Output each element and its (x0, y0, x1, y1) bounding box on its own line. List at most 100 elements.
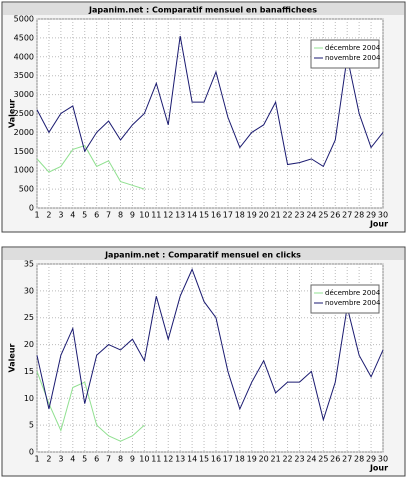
x-tick-label: 21 (271, 211, 281, 220)
title-bar (3, 248, 404, 260)
x-tick-label: 26 (330, 211, 340, 220)
x-tick-label: 12 (163, 455, 173, 464)
x-tick-label: 8 (118, 455, 123, 464)
x-tick-label: 3 (58, 455, 63, 464)
x-tick-label: 18 (235, 211, 245, 220)
x-tick-label: 24 (306, 455, 316, 464)
y-tick-label: 5000 (14, 15, 34, 24)
y-tick-label: 35 (24, 260, 34, 269)
x-axis-label: Jour (369, 220, 388, 229)
y-tick-label: 25 (24, 313, 34, 322)
x-tick-label: 7 (106, 455, 111, 464)
x-tick-label: 22 (282, 455, 292, 464)
x-tick-label: 11 (151, 455, 161, 464)
x-tick-label: 30 (378, 211, 388, 220)
x-tick-label: 27 (342, 455, 352, 464)
x-tick-label: 25 (318, 211, 328, 220)
x-tick-label: 24 (306, 211, 316, 220)
x-tick-label: 15 (199, 211, 209, 220)
x-tick-label: 17 (223, 455, 233, 464)
legend-box (310, 284, 380, 314)
y-tick-label: 4000 (14, 52, 34, 61)
x-tick-label: 12 (163, 211, 173, 220)
x-tick-label: 13 (175, 455, 185, 464)
x-axis-label: Jour (369, 464, 388, 473)
title-bar (3, 3, 404, 15)
x-tick-label: 6 (94, 211, 99, 220)
x-tick-label: 23 (294, 455, 304, 464)
y-axis-label: Valeur (8, 99, 17, 128)
y-tick-label: 2000 (14, 128, 34, 137)
line-series (36, 145, 145, 190)
x-tick-label: 6 (94, 455, 99, 464)
x-tick-label: 1 (34, 211, 39, 220)
x-tick-label: 5 (82, 211, 87, 220)
chart-title: Japanim.net : Comparatif mensuel en clic… (104, 251, 301, 260)
chart-title: Japanim.net : Comparatif mensuel en bana… (88, 6, 317, 15)
x-tick-label: 23 (294, 211, 304, 220)
x-tick-label: 1 (34, 455, 39, 464)
x-tick-label: 15 (199, 455, 209, 464)
x-tick-label: 8 (118, 211, 123, 220)
x-tick-label: 14 (187, 455, 197, 464)
x-tick-label: 18 (235, 455, 245, 464)
legend-box (310, 39, 380, 69)
x-tick-label: 20 (259, 455, 269, 464)
y-axis-label: Valeur (8, 343, 17, 372)
x-tick-label: 29 (366, 211, 376, 220)
y-tick-label: 0 (29, 448, 34, 457)
x-tick-label: 9 (130, 211, 135, 220)
chart: Japanim.net : Comparatif mensuel en bana… (1, 1, 406, 233)
y-tick-label: 3000 (14, 90, 34, 99)
legend-label: décembre 2004 (325, 289, 381, 297)
x-tick-label: 14 (187, 211, 197, 220)
x-tick-label: 4 (70, 455, 75, 464)
line-series (36, 35, 384, 168)
legend-label: décembre 2004 (325, 44, 381, 52)
x-tick-label: 3 (58, 211, 63, 220)
x-tick-label: 17 (223, 211, 233, 220)
y-tick-label: 10 (24, 394, 34, 403)
y-tick-label: 30 (24, 286, 34, 295)
x-tick-label: 28 (354, 211, 364, 220)
x-tick-label: 29 (366, 455, 376, 464)
y-tick-label: 2500 (14, 109, 34, 118)
y-tick-label: 20 (24, 340, 34, 349)
x-tick-label: 30 (378, 455, 388, 464)
x-tick-label: 27 (342, 211, 352, 220)
y-tick-label: 1500 (14, 147, 34, 156)
x-tick-label: 7 (106, 211, 111, 220)
x-tick-label: 13 (175, 211, 185, 220)
line-series (36, 371, 145, 442)
x-tick-label: 10 (139, 211, 149, 220)
x-tick-label: 4 (70, 211, 75, 220)
x-tick-label: 2 (46, 455, 51, 464)
chart: Japanim.net : Comparatif mensuel en clic… (1, 246, 406, 477)
y-tick-label: 15 (24, 367, 34, 376)
y-tick-label: 5 (29, 421, 34, 430)
line-series (36, 268, 384, 422)
x-tick-label: 19 (247, 211, 257, 220)
x-tick-label: 16 (211, 455, 221, 464)
y-tick-label: 4500 (14, 33, 34, 42)
x-tick-label: 10 (139, 455, 149, 464)
x-tick-label: 16 (211, 211, 221, 220)
y-tick-label: 1000 (14, 166, 34, 175)
x-tick-label: 25 (318, 455, 328, 464)
y-tick-label: 3500 (14, 71, 34, 80)
y-tick-label: 500 (19, 185, 34, 194)
x-tick-label: 28 (354, 455, 364, 464)
x-tick-label: 19 (247, 455, 257, 464)
x-tick-label: 2 (46, 211, 51, 220)
x-tick-label: 11 (151, 211, 161, 220)
x-tick-label: 26 (330, 455, 340, 464)
legend-label: novembre 2004 (325, 299, 381, 307)
x-tick-label: 9 (130, 455, 135, 464)
x-tick-label: 21 (271, 455, 281, 464)
x-tick-label: 5 (82, 455, 87, 464)
legend-label: novembre 2004 (325, 54, 381, 62)
x-tick-label: 20 (259, 211, 269, 220)
y-tick-label: 0 (29, 204, 34, 213)
x-tick-label: 22 (282, 211, 292, 220)
